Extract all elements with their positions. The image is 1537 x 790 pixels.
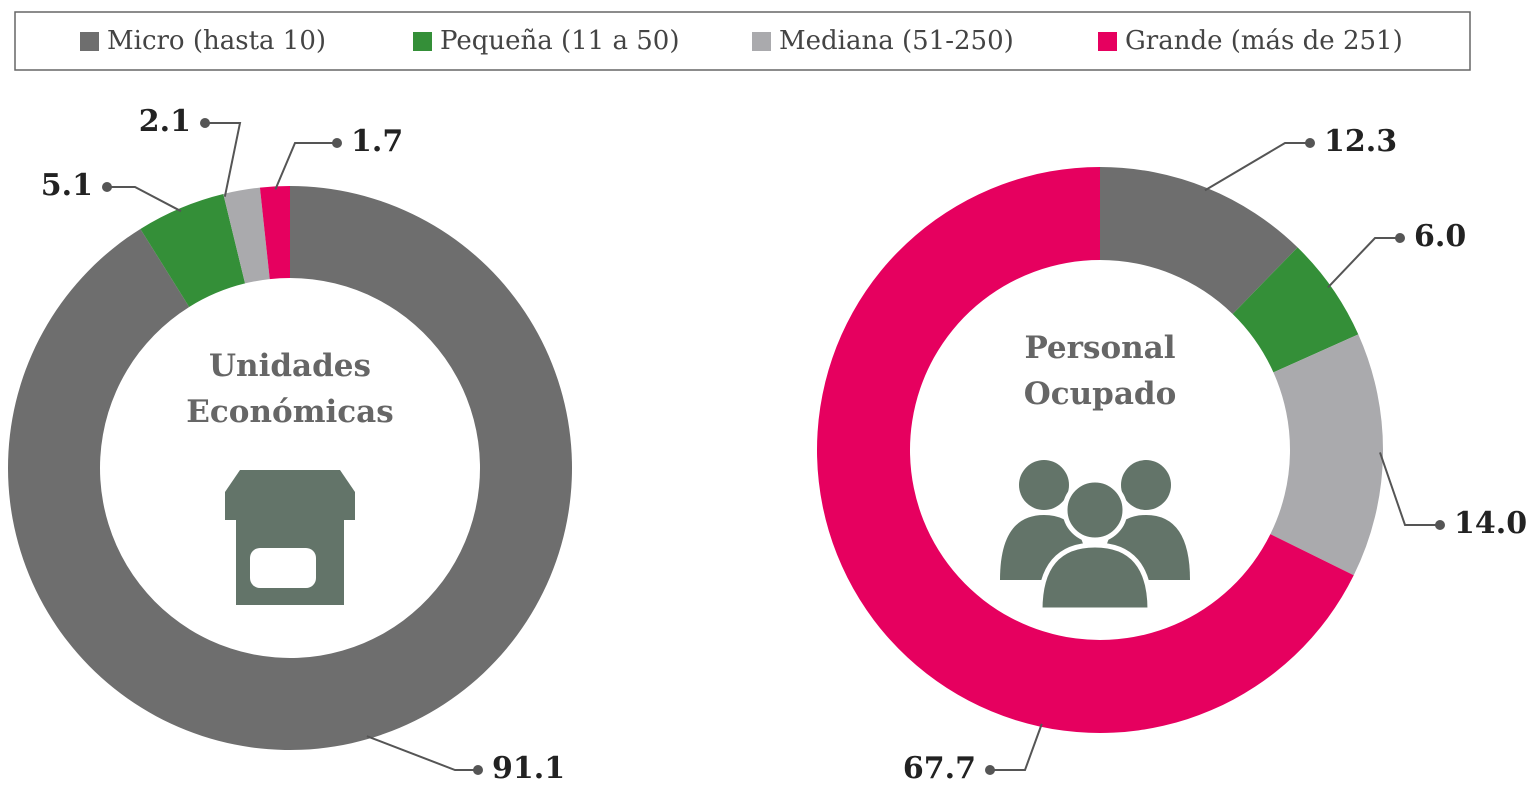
leader-line <box>274 142 337 190</box>
donut-slice <box>1232 247 1359 373</box>
center-title-box: Personal Ocupado <box>1023 330 1177 412</box>
icons <box>225 460 1190 613</box>
store-icon <box>225 470 355 605</box>
leader-dot <box>1395 233 1405 243</box>
data-label: 1.7 <box>351 124 403 159</box>
legend-swatch <box>1098 32 1117 51</box>
leader-dot <box>200 118 210 128</box>
center-title-box: Unidades Económicas <box>186 348 394 430</box>
data-label: 12.3 <box>1324 124 1397 159</box>
leader-dot <box>102 182 112 192</box>
legend-label: Grande (más de 251) <box>1125 26 1403 56</box>
donut-slice <box>140 193 246 307</box>
legend-swatch <box>752 32 771 51</box>
legend-swatch <box>413 32 432 51</box>
leader-dot <box>1435 520 1445 530</box>
leader-dot <box>473 765 483 775</box>
data-label: 67.7 <box>903 751 976 786</box>
legend-box <box>14 11 1471 71</box>
leader-line <box>107 186 182 213</box>
donut-slice <box>7 186 573 751</box>
leader-line <box>1379 452 1440 526</box>
center-title: Unidades Económicas <box>186 348 394 430</box>
leader-line <box>366 735 478 771</box>
center-title: Personal Ocupado <box>1023 330 1177 412</box>
leader-line <box>205 122 242 197</box>
donut-slice <box>1270 334 1383 576</box>
leader-line <box>1327 237 1400 289</box>
legend-label: Mediana (51-250) <box>779 26 1014 56</box>
leader-dot <box>985 765 995 775</box>
leader-dot <box>1305 138 1315 148</box>
people-icon <box>1000 460 1190 613</box>
donut-slice <box>259 186 290 280</box>
data-label: 5.1 <box>41 168 93 203</box>
leader-line <box>990 723 1043 771</box>
data-label: 2.1 <box>139 104 191 139</box>
legend-label: Micro (hasta 10) <box>107 26 326 56</box>
data-label: 6.0 <box>1414 219 1466 254</box>
donut-slice <box>817 167 1354 733</box>
legend-label: Pequeña (11 a 50) <box>440 26 679 56</box>
leader-line <box>1204 142 1310 192</box>
data-label: 91.1 <box>492 751 565 786</box>
data-label: 14.0 <box>1454 506 1527 541</box>
donut-slice <box>1100 167 1298 314</box>
legend-swatch <box>80 32 99 51</box>
leader-dot <box>332 138 342 148</box>
donut-slice <box>223 187 270 284</box>
